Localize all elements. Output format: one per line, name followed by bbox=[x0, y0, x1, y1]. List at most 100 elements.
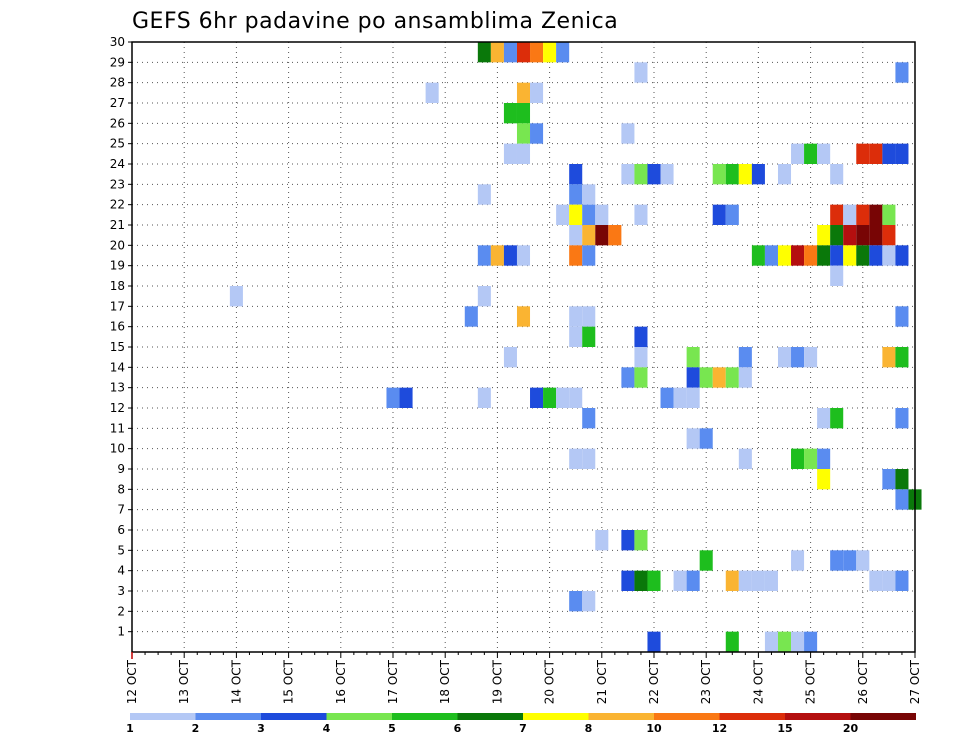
heatmap-cell bbox=[543, 387, 557, 408]
heatmap-cell bbox=[895, 306, 909, 327]
heatmap-cell bbox=[712, 164, 726, 185]
heatmap-cell bbox=[777, 245, 792, 266]
x-tick-label: 27 OCT bbox=[908, 659, 922, 704]
heatmap-cell bbox=[830, 550, 844, 571]
heatmap-cell bbox=[516, 143, 531, 164]
heatmap-cell bbox=[804, 143, 818, 164]
heatmap-cell bbox=[895, 245, 909, 266]
x-tick-label: 18 OCT bbox=[438, 659, 452, 704]
heatmap-cell bbox=[634, 367, 648, 388]
heatmap-cell bbox=[569, 225, 583, 246]
heatmap-cell bbox=[869, 225, 883, 246]
colorbar-swatch bbox=[195, 713, 261, 720]
heatmap-cell bbox=[621, 367, 635, 388]
heatmap-cell bbox=[804, 448, 818, 469]
heatmap-cell bbox=[386, 387, 400, 408]
y-tick-label: 6 bbox=[117, 523, 125, 537]
y-tick-label: 22 bbox=[110, 198, 125, 212]
heatmap-cell bbox=[516, 123, 531, 144]
heatmap-cell bbox=[895, 489, 909, 510]
heatmap-cell bbox=[595, 225, 609, 246]
heatmap-cell bbox=[777, 631, 792, 652]
heatmap-cell bbox=[751, 570, 765, 591]
heatmap-cell bbox=[556, 42, 570, 63]
heatmap-cell bbox=[791, 347, 805, 368]
heatmap-cell bbox=[817, 143, 831, 164]
heatmap-cell bbox=[856, 225, 870, 246]
heatmap-cell bbox=[490, 42, 504, 63]
heatmap-cell bbox=[791, 550, 805, 571]
heatmap-cell bbox=[569, 306, 583, 327]
x-tick-label: 24 OCT bbox=[751, 659, 765, 704]
heatmap-cell bbox=[843, 204, 857, 225]
x-axis: 12 OCT 13 OCT 14 OCT 15 OCT 16 OCT 17 OCT 18 O… bbox=[125, 652, 922, 704]
heatmap-cell bbox=[516, 82, 531, 103]
heatmap-cell bbox=[464, 306, 478, 327]
heatmap-cell bbox=[738, 347, 752, 368]
heatmap-cell bbox=[738, 164, 752, 185]
heatmap-cell bbox=[764, 570, 778, 591]
y-tick-label: 24 bbox=[110, 157, 125, 171]
heatmap-cell bbox=[712, 204, 726, 225]
y-tick-label: 16 bbox=[110, 320, 125, 334]
x-tick-label: 21 OCT bbox=[595, 659, 609, 704]
heatmap-cell bbox=[582, 408, 596, 429]
heatmap-cell bbox=[830, 245, 844, 266]
y-tick-label: 30 bbox=[110, 35, 125, 49]
heatmap-cell bbox=[895, 62, 909, 83]
heatmap-cell bbox=[777, 164, 792, 185]
heatmap-cell bbox=[830, 265, 844, 286]
colorbar-swatch bbox=[850, 713, 916, 720]
heatmap-cell bbox=[673, 387, 687, 408]
heatmap-cell bbox=[477, 42, 491, 63]
x-tick-label: 17 OCT bbox=[386, 659, 400, 704]
heatmap-cell bbox=[634, 62, 648, 83]
heatmap-cell bbox=[895, 347, 909, 368]
heatmap-cell bbox=[477, 245, 491, 266]
x-tick-label: 20 OCT bbox=[543, 659, 557, 704]
heatmap-cell bbox=[516, 42, 531, 63]
y-tick-label: 9 bbox=[117, 462, 125, 476]
heatmap-cell bbox=[556, 387, 570, 408]
colorbar: 1 2 3 4 5 6 7 8 10 12 15 20 bbox=[126, 713, 916, 735]
heatmap-cell bbox=[530, 82, 544, 103]
heatmap-cell bbox=[817, 225, 831, 246]
x-tick-label: 26 OCT bbox=[856, 659, 870, 704]
colorbar-swatch bbox=[588, 713, 654, 720]
heatmap-cell bbox=[712, 367, 726, 388]
heatmap-cell bbox=[830, 204, 844, 225]
heatmap-cell bbox=[725, 204, 739, 225]
heatmap-cell bbox=[869, 570, 883, 591]
heatmap-cell bbox=[503, 103, 517, 124]
heatmap-cell bbox=[686, 387, 700, 408]
heatmap-cell bbox=[503, 347, 517, 368]
y-tick-label: 14 bbox=[110, 360, 125, 374]
heatmap-cell bbox=[791, 448, 805, 469]
heatmap-cell bbox=[738, 570, 752, 591]
heatmap-cell bbox=[660, 387, 674, 408]
y-axis: 1234567891011121314151617181920212223242… bbox=[110, 35, 132, 639]
heatmap-cell bbox=[830, 225, 844, 246]
heatmap-cell bbox=[490, 245, 504, 266]
y-tick-label: 8 bbox=[117, 482, 125, 496]
y-tick-label: 21 bbox=[110, 218, 125, 232]
heatmap-cell bbox=[882, 204, 896, 225]
x-tick-label: 23 OCT bbox=[699, 659, 713, 704]
heatmap-cell bbox=[569, 204, 583, 225]
colorbar-label: 8 bbox=[585, 722, 593, 735]
heatmap-cell bbox=[895, 469, 909, 490]
y-tick-label: 19 bbox=[110, 259, 125, 273]
y-tick-label: 3 bbox=[117, 584, 125, 598]
heatmap-cell bbox=[686, 347, 700, 368]
y-tick-label: 13 bbox=[110, 381, 125, 395]
y-tick-label: 20 bbox=[110, 238, 125, 252]
heatmap-cell bbox=[634, 204, 648, 225]
colorbar-label: 2 bbox=[192, 722, 200, 735]
y-tick-label: 7 bbox=[117, 503, 125, 517]
heatmap-cell bbox=[477, 387, 491, 408]
heatmap-cell bbox=[751, 245, 765, 266]
heatmap-cell bbox=[843, 550, 857, 571]
colorbar-label: 6 bbox=[454, 722, 462, 735]
heatmap-cell bbox=[569, 448, 583, 469]
